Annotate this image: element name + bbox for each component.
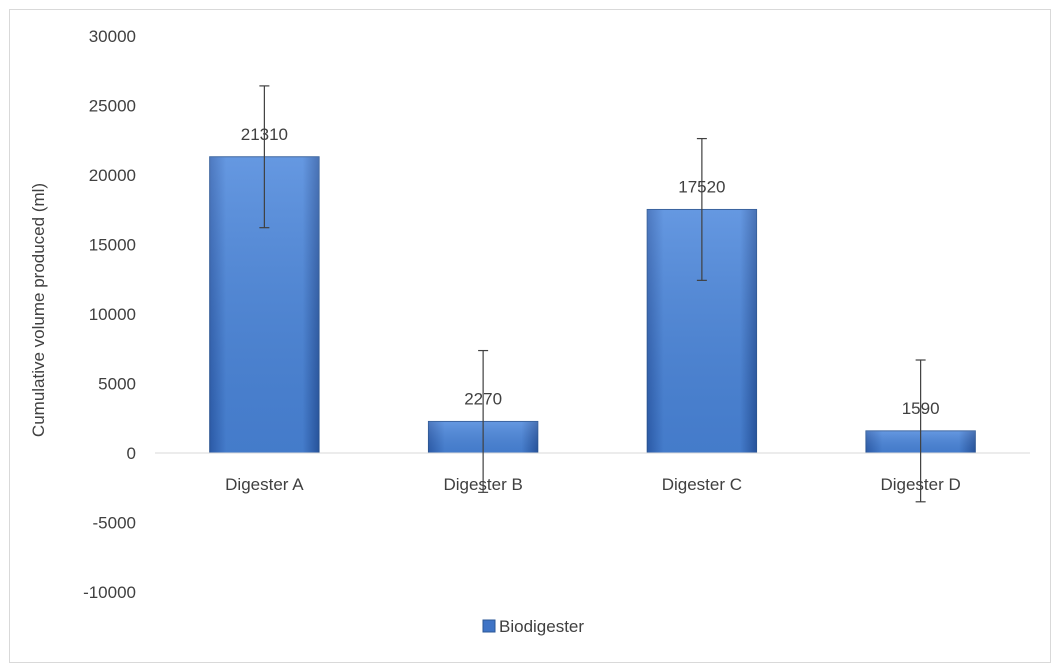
y-tick-label: 10000 — [89, 305, 136, 324]
y-tick-label: 15000 — [89, 236, 136, 255]
y-tick-label: 20000 — [89, 166, 136, 185]
y-tick-label: -5000 — [93, 514, 136, 533]
data-label: 2270 — [464, 389, 502, 408]
y-axis-ticks: 30000 25000 20000 15000 10000 5000 0 -5000 -1000… — [83, 27, 136, 602]
chart-border — [9, 9, 1051, 663]
y-tick-label: 30000 — [89, 27, 136, 46]
data-label: 17520 — [678, 177, 725, 196]
x-category-label: Digester A — [225, 475, 304, 494]
y-tick-label: 5000 — [98, 375, 136, 394]
y-tick-label: 25000 — [89, 97, 136, 116]
data-label: 21310 — [241, 125, 288, 144]
bars — [209, 156, 976, 454]
legend: Biodigester — [482, 617, 584, 636]
legend-swatch — [482, 619, 496, 633]
y-tick-label: 0 — [127, 444, 136, 463]
legend-label: Biodigester — [499, 617, 584, 636]
data-labels: 21310 2270 17520 1590 — [241, 125, 940, 418]
x-axis-categories: Digester A Digester B Digester C Digester D — [225, 475, 961, 494]
x-category-label: Digester C — [662, 475, 742, 494]
y-tick-label: -10000 — [83, 583, 136, 602]
data-label: 1590 — [902, 399, 940, 418]
error-bars — [259, 85, 926, 503]
y-axis-label: Cumulative volume produced (ml) — [29, 183, 48, 437]
